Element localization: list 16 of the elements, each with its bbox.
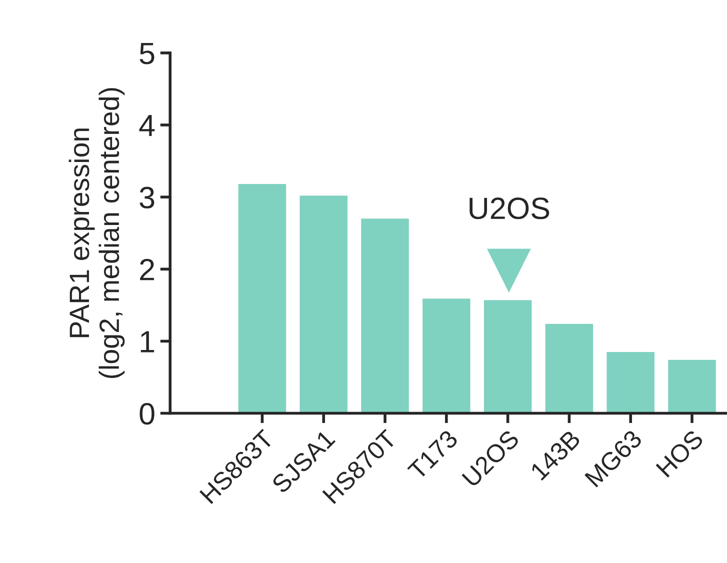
- annotation: U2OS: [470, 198, 550, 220]
- y-tick-label: 4: [139, 115, 155, 136]
- bar: [298, 194, 349, 414]
- bar: [360, 217, 410, 414]
- bar: [666, 358, 718, 414]
- y-axis-title: PAR1 expression (log2, median centered): [68, 88, 125, 378]
- y-tick-label: 2: [140, 258, 154, 280]
- bar: [421, 297, 472, 414]
- bar: [482, 298, 534, 414]
- y-tick-label: 0: [140, 402, 154, 425]
- y-tick-label: 1: [140, 331, 154, 352]
- y-tick-label: 3: [140, 186, 154, 208]
- bar: [605, 350, 656, 414]
- bar: [236, 182, 288, 414]
- y-tick-label: 5: [140, 42, 154, 64]
- bar: [544, 322, 594, 414]
